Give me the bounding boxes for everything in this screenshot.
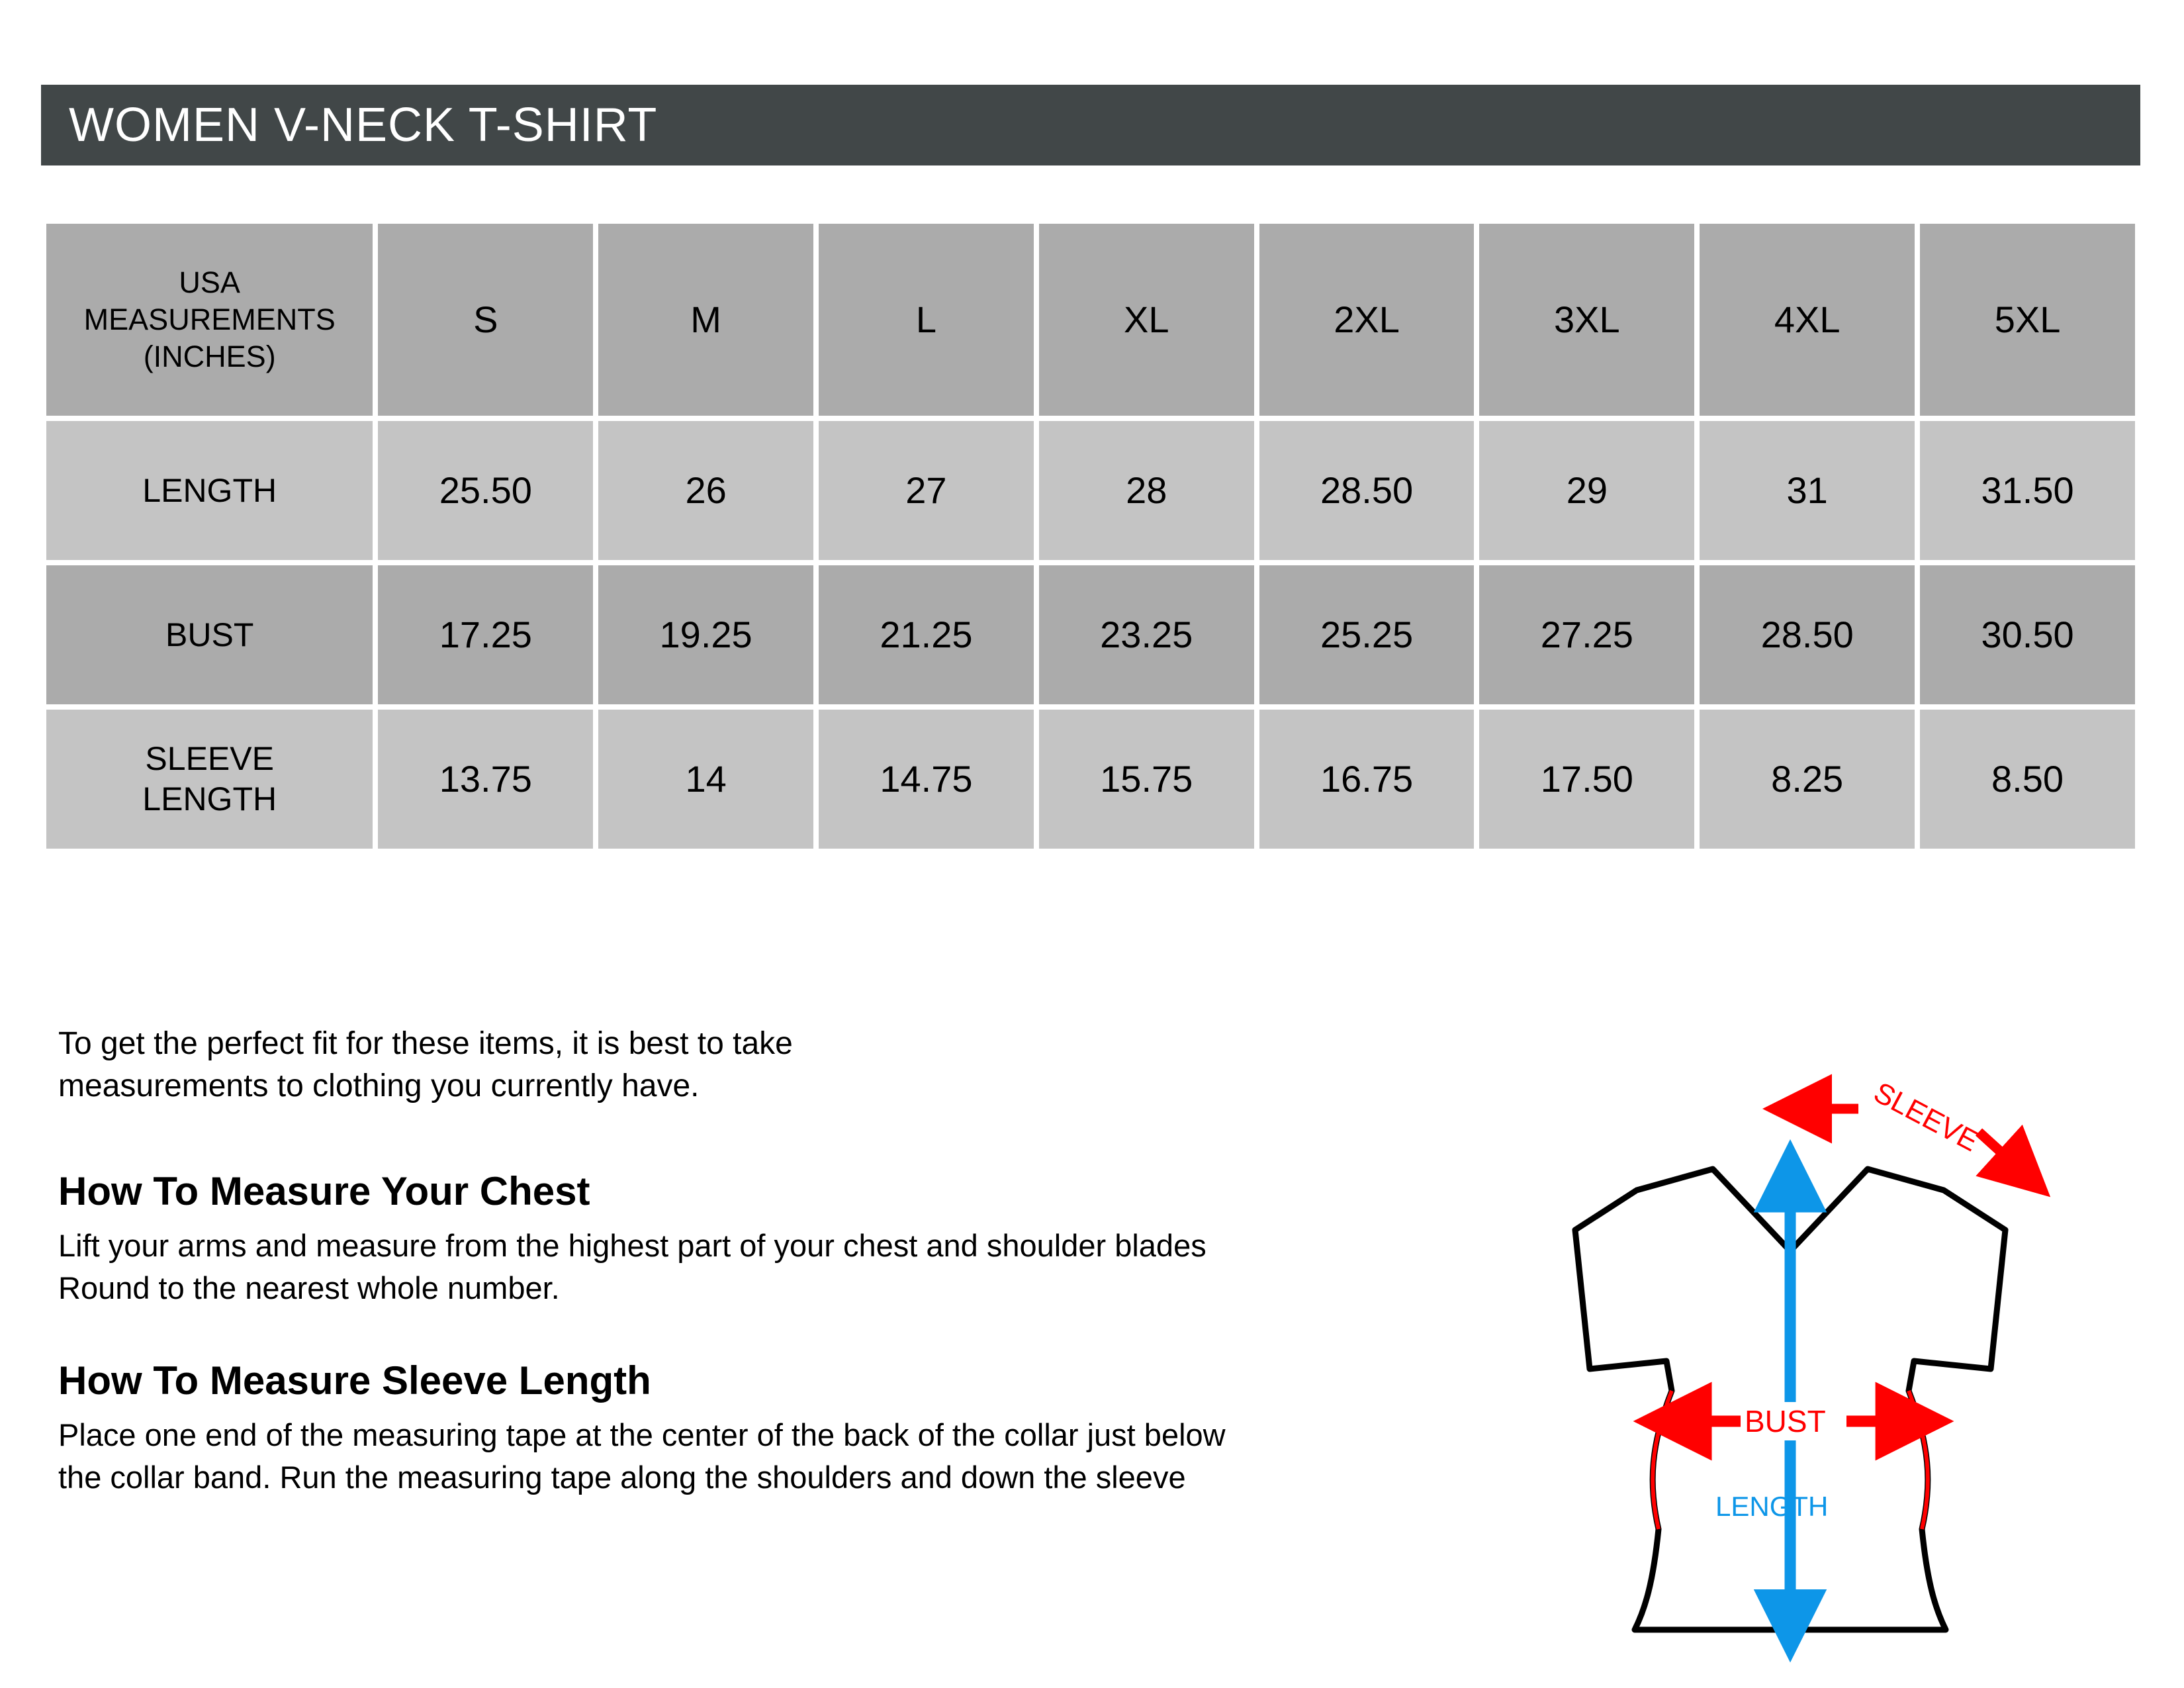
intro-line-2: measurements to clothing you currently h… [58, 1068, 700, 1103]
row-label-bust: BUST [46, 565, 373, 704]
table-corner-label: USA MEASUREMENTS (INCHES) [46, 224, 373, 416]
corner-label-line-2: MEASUREMENTS [83, 302, 336, 336]
bust-4xl: 28.50 [1700, 565, 1915, 704]
sleeve-measure-arrow-right-icon [1975, 1124, 2051, 1197]
length-measure-label: LENGTH [1715, 1491, 1828, 1522]
table-row-length: LENGTH 25.50 26 27 28 28.50 29 31 31.50 [46, 421, 2135, 560]
sleeve-4xl: 8.25 [1700, 710, 1915, 849]
sleeve-2xl: 16.75 [1259, 710, 1475, 849]
intro-line-1: To get the perfect fit for these items, … [58, 1026, 793, 1061]
size-header-3xl: 3XL [1479, 224, 1695, 416]
sleeve-s: 13.75 [378, 710, 594, 849]
sleeve-3xl: 17.50 [1479, 710, 1695, 849]
length-xl: 28 [1038, 421, 1254, 560]
bust-2xl: 25.25 [1259, 565, 1475, 704]
bust-measure-label: BUST [1745, 1404, 1826, 1438]
corner-label-line-3: (INCHES) [143, 340, 276, 374]
corner-label-line-1: USA [179, 265, 240, 299]
size-header-l: L [819, 224, 1034, 416]
table-row-bust: BUST 17.25 19.25 21.25 23.25 25.25 27.25… [46, 565, 2135, 704]
page-title: WOMEN V-NECK T-SHIRT [69, 99, 658, 152]
sleeve-label-line-2: LENGTH [142, 780, 277, 818]
size-header-m: M [598, 224, 814, 416]
sleeve-5xl: 8.50 [1920, 710, 2135, 849]
chest-section-heading: How To Measure Your Chest [58, 1168, 590, 1213]
tshirt-measurement-diagram: LENGTH BUST SLEEVE [1542, 1053, 2138, 1668]
length-l: 27 [819, 421, 1034, 560]
sleeve-xl: 15.75 [1038, 710, 1254, 849]
row-label-sleeve-length: SLEEVE LENGTH [46, 710, 373, 849]
size-chart-table: USA MEASUREMENTS (INCHES) S M L XL 2XL 3… [41, 218, 2140, 854]
bust-xl: 23.25 [1038, 565, 1254, 704]
size-header-4xl: 4XL [1700, 224, 1915, 416]
length-5xl: 31.50 [1920, 421, 2135, 560]
bust-s: 17.25 [378, 565, 594, 704]
size-header-5xl: 5XL [1920, 224, 2135, 416]
size-header-s: S [378, 224, 594, 416]
intro-paragraph: To get the perfect fit for these items, … [58, 1023, 1534, 1107]
sleeve-body-line-1: Place one end of the measuring tape at t… [58, 1417, 1226, 1453]
length-3xl: 29 [1479, 421, 1695, 560]
sleeve-body-line-2: the collar band. Run the measuring tape … [58, 1460, 1186, 1495]
size-header-2xl: 2XL [1259, 224, 1475, 416]
sleeve-l: 14.75 [819, 710, 1034, 849]
length-s: 25.50 [378, 421, 594, 560]
bust-3xl: 27.25 [1479, 565, 1695, 704]
bust-5xl: 30.50 [1920, 565, 2135, 704]
sleeve-measure-label: SLEEVE [1868, 1076, 1983, 1158]
length-2xl: 28.50 [1259, 421, 1475, 560]
chest-body-line-1: Lift your arms and measure from the high… [58, 1227, 1206, 1263]
row-label-length: LENGTH [46, 421, 373, 560]
instructions-block: To get the perfect fit for these items, … [58, 1023, 1534, 1499]
sleeve-section-heading: How To Measure Sleeve Length [58, 1358, 651, 1403]
chest-body-line-2: Round to the nearest whole number. [58, 1270, 560, 1305]
length-m: 26 [598, 421, 814, 560]
size-header-xl: XL [1038, 224, 1254, 416]
bust-m: 19.25 [598, 565, 814, 704]
sleeve-label-line-1: SLEEVE [145, 740, 274, 777]
page-title-bar: WOMEN V-NECK T-SHIRT [41, 85, 2140, 165]
bust-l: 21.25 [819, 565, 1034, 704]
table-row-sleeve-length: SLEEVE LENGTH 13.75 14 14.75 15.75 16.75… [46, 710, 2135, 849]
chest-section-body: Lift your arms and measure from the high… [58, 1225, 1534, 1309]
sleeve-m: 14 [598, 710, 814, 849]
length-4xl: 31 [1700, 421, 1915, 560]
sleeve-section-body: Place one end of the measuring tape at t… [58, 1414, 1534, 1499]
table-header-row: USA MEASUREMENTS (INCHES) S M L XL 2XL 3… [46, 224, 2135, 416]
